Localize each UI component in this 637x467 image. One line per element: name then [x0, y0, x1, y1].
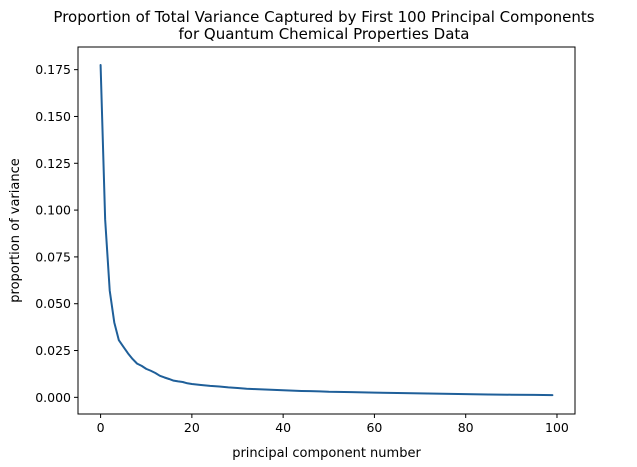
x-tick-label: 0	[97, 420, 105, 435]
x-tick-label: 60	[366, 420, 382, 435]
y-tick-label: 0.000	[35, 390, 71, 405]
y-tick-label: 0.050	[35, 296, 71, 311]
plot-area	[78, 47, 575, 414]
y-tick-label: 0.075	[35, 249, 71, 264]
x-tick-label: 80	[458, 420, 474, 435]
y-tick-label: 0.150	[35, 109, 71, 124]
variance-line	[99, 63, 554, 397]
x-tick-label: 20	[184, 420, 200, 435]
x-axis-label: principal component number	[232, 446, 421, 461]
x-tick-label: 100	[545, 420, 569, 435]
chart-title-line-1: Proportion of Total Variance Captured by…	[53, 8, 594, 26]
y-axis-label: proportion of variance	[8, 158, 23, 302]
chart-title-line-2: for Quantum Chemical Properties Data	[179, 25, 470, 43]
y-tick-label: 0.175	[35, 62, 71, 77]
plot-frame	[77, 46, 576, 415]
x-axis: 0 20 40 60 80 100	[97, 414, 569, 435]
y-tick-label: 0.100	[35, 203, 71, 218]
y-tick-label: 0.125	[35, 156, 71, 171]
y-axis: 0.000 0.025 0.050 0.075 0.100 0.125 0.150 0.175	[35, 62, 78, 405]
x-tick-label: 40	[275, 420, 291, 435]
y-tick-label: 0.025	[35, 343, 71, 358]
